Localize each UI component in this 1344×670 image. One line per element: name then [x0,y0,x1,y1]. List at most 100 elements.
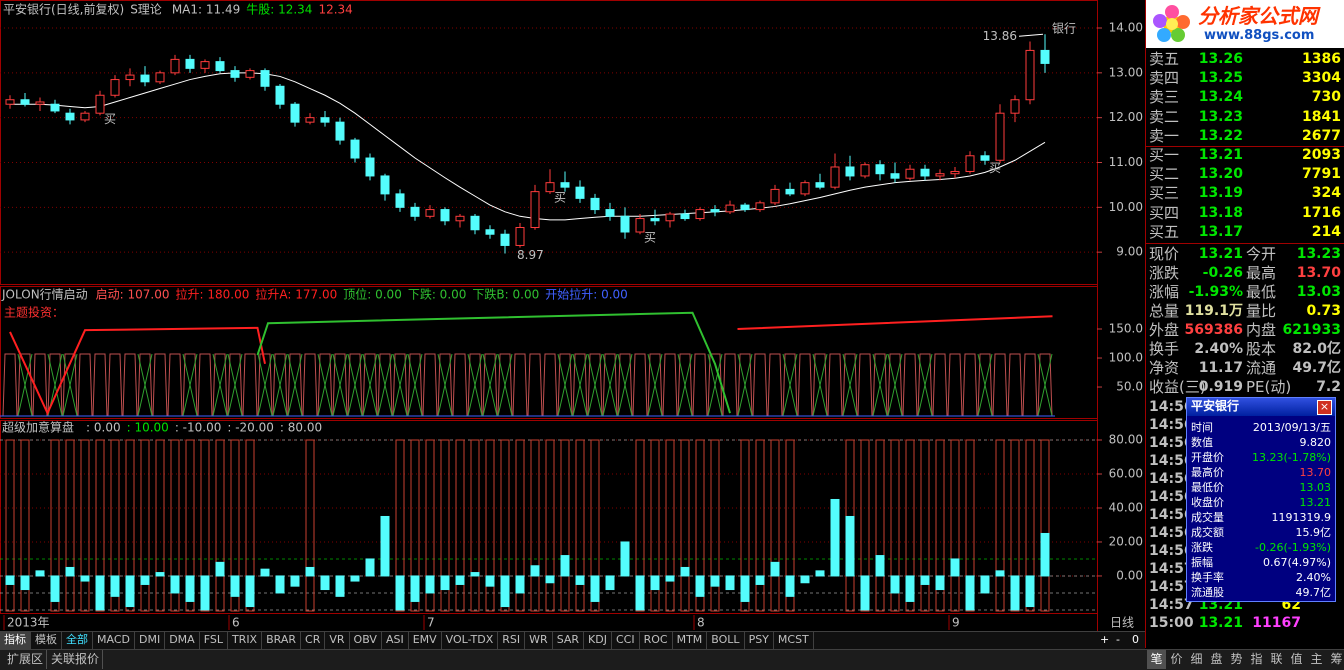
signal-box [812,353,828,417]
zoom-button[interactable]: + [1100,633,1110,646]
candle-body [980,155,990,161]
bar [170,439,180,612]
stat-value: 119.1万 [1184,303,1243,319]
bar [110,439,120,612]
candle-body [995,112,1005,161]
indicator-tab[interactable]: CR [301,632,326,649]
bar [440,439,450,612]
high-label: 13.86 [983,29,1017,43]
level-label: : -10.00 [175,421,222,435]
bar [275,575,285,594]
candle-body [650,218,660,222]
signal-cross [272,353,288,417]
bar [665,575,675,582]
indicator-tab[interactable]: PSY [745,632,774,649]
book-label: 卖五 [1149,50,1180,68]
stat-label: 外盘 [1149,321,1180,339]
bar [500,439,510,612]
signal-box [1037,353,1053,417]
indicator-tab[interactable]: BRAR [262,632,302,649]
signal-cross [497,353,513,417]
y-tick-label: 40.00 [1109,500,1143,514]
signal-box [947,353,963,417]
signal-cross [17,353,33,417]
side-tab[interactable]: 势 [1230,652,1243,666]
indicator-tab[interactable]: MCST [774,632,814,649]
indicator-tab[interactable]: VOL-TDX [442,632,499,649]
signal-box [527,353,543,417]
side-tab[interactable]: 联 [1270,652,1283,666]
indicator-tab[interactable]: MACD [93,632,135,649]
signal-box [677,353,693,417]
separator [1146,243,1344,244]
bar [1025,575,1035,608]
book-price: 13.18 [1198,204,1243,221]
bar [545,575,555,584]
side-tab[interactable]: 笔 [1147,650,1166,669]
zoom-button[interactable]: - [1116,633,1120,646]
candle-body [515,227,525,246]
indicator-tab[interactable]: DMI [135,632,166,649]
book-price: 13.19 [1198,185,1243,202]
indicator-tab[interactable]: CCI [612,632,640,649]
signal-box [482,353,498,417]
book-price: 13.20 [1198,166,1243,183]
candle-body [20,99,30,105]
side-tab[interactable]: 细 [1190,652,1203,666]
level-label: 拉升A: 177.00 [255,287,337,302]
book-volume: 7791 [1302,166,1341,183]
side-tab[interactable]: 值 [1290,652,1303,666]
bottom-tab[interactable]: 关联报价 [48,650,104,669]
level-label: 启动: 107.00 [96,288,170,302]
indicator-tab[interactable]: RSI [498,632,526,649]
bottom-tab[interactable]: 扩展区 [4,650,48,669]
candle-body [485,229,495,235]
bar [740,439,750,612]
popup-value: 2013/09/13/五 [1252,421,1331,434]
indicator-tab[interactable]: OBV [350,632,382,649]
side-tab[interactable]: 指 [1250,652,1263,666]
indicator-tab[interactable]: KDJ [584,632,612,649]
book-label: 卖二 [1149,107,1180,126]
tick-time: 14:56 [1149,525,1194,541]
indicator-tab[interactable]: ASI [382,632,409,649]
side-tab[interactable]: 价 [1170,652,1183,666]
level-label: : 10.00 [127,421,169,435]
candle-body [80,112,90,121]
candle-body [95,94,105,114]
indicator-tab[interactable]: VR [325,632,350,649]
zoom-button[interactable]: 0 [1132,633,1139,646]
signal-box [1022,353,1038,417]
indicator-tab[interactable]: DMA [165,632,200,649]
candle-body [140,74,150,83]
tick-time: 15:00 [1149,615,1194,631]
indicator-tab[interactable]: SAR [553,632,585,649]
bar [530,565,540,577]
indicator-tab[interactable]: 指标 [0,632,31,649]
popup-close[interactable]: × [1317,400,1332,415]
indicator-tab[interactable]: 模板 [31,632,62,649]
indicator-tab[interactable]: EMV [409,632,442,649]
chart-subtitle: S理论 [130,3,162,17]
y-tick-label: 0.00 [1116,568,1143,582]
side-tab[interactable]: 主 [1310,652,1323,666]
indicator-tab[interactable]: FSL [200,632,228,649]
popup-label: 最低价 [1191,481,1224,494]
indicator-tab[interactable]: TRIX [228,632,263,649]
bar [995,439,1005,612]
indicator-tab[interactable]: MTM [673,632,708,649]
indicator-tab[interactable]: BOLL [707,632,745,649]
popup-title: 平安银行 [1191,399,1240,413]
side-tab[interactable]: 筹 [1330,652,1343,666]
indicator-tab[interactable]: ROC [640,632,673,649]
bar [560,439,570,612]
book-price: 13.25 [1198,70,1243,87]
stat-value: 49.7亿 [1292,360,1341,376]
signal-box [107,353,123,417]
side-tab[interactable]: 盘 [1210,652,1223,666]
quote-panel: 分析家公式网 www.88gs.com 平安银行 × 时间 2013/09/13/五数… [1145,0,1344,648]
indicator-tab[interactable]: 全部 [62,632,93,649]
indicator-tab[interactable]: WR [525,632,553,649]
bar [890,439,900,612]
bar [650,439,660,612]
